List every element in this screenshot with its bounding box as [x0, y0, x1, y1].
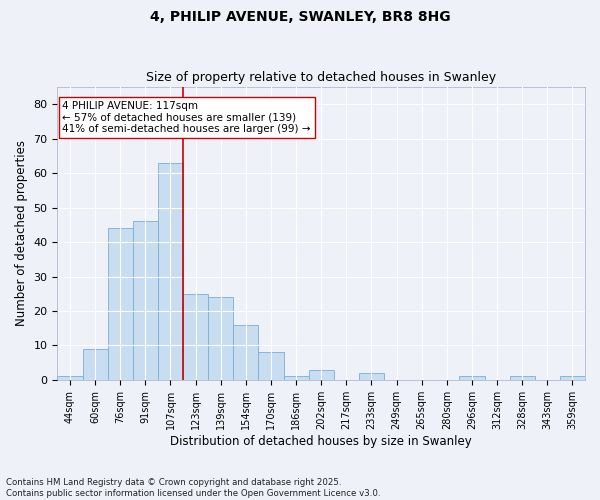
Bar	[460, 376, 485, 380]
Bar	[259, 352, 284, 380]
Bar	[208, 297, 233, 380]
Bar	[83, 349, 107, 380]
Text: Contains HM Land Registry data © Crown copyright and database right 2025.
Contai: Contains HM Land Registry data © Crown c…	[6, 478, 380, 498]
Bar	[284, 376, 308, 380]
Bar	[359, 373, 384, 380]
Text: 4, PHILIP AVENUE, SWANLEY, BR8 8HG: 4, PHILIP AVENUE, SWANLEY, BR8 8HG	[149, 10, 451, 24]
Bar	[107, 228, 133, 380]
Y-axis label: Number of detached properties: Number of detached properties	[15, 140, 28, 326]
Bar	[233, 324, 259, 380]
Bar	[308, 370, 334, 380]
X-axis label: Distribution of detached houses by size in Swanley: Distribution of detached houses by size …	[170, 434, 472, 448]
Bar	[509, 376, 535, 380]
Bar	[133, 222, 158, 380]
Bar	[58, 376, 83, 380]
Title: Size of property relative to detached houses in Swanley: Size of property relative to detached ho…	[146, 72, 496, 85]
Bar	[158, 163, 183, 380]
Bar	[560, 376, 585, 380]
Bar	[183, 294, 208, 380]
Text: 4 PHILIP AVENUE: 117sqm
← 57% of detached houses are smaller (139)
41% of semi-d: 4 PHILIP AVENUE: 117sqm ← 57% of detache…	[62, 101, 311, 134]
